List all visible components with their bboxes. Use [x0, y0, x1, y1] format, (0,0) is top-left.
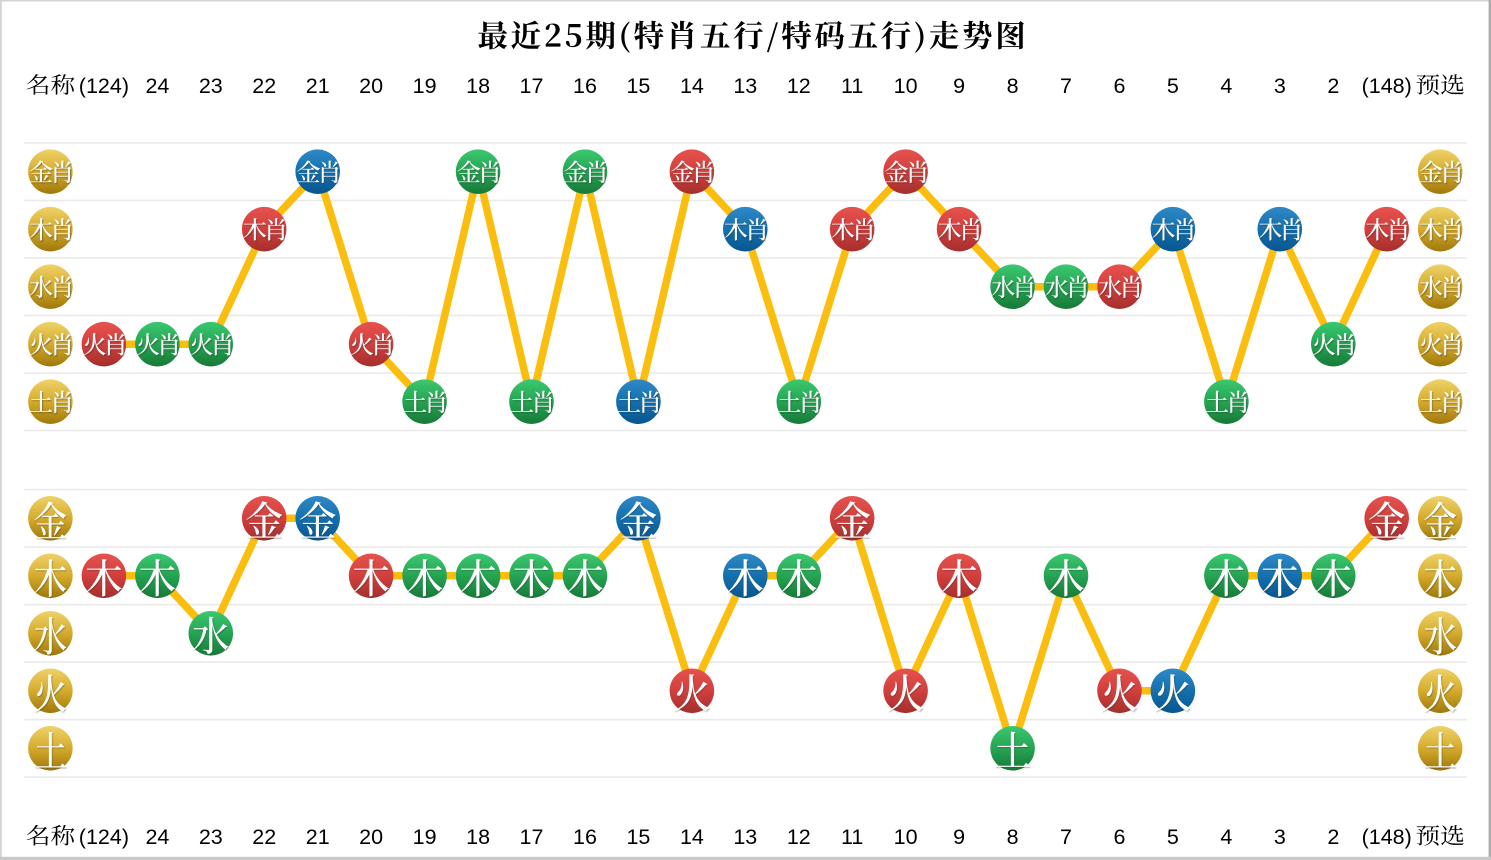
svg-text:21: 21	[306, 825, 330, 849]
svg-text:3: 3	[1274, 825, 1286, 849]
svg-text:13: 13	[733, 74, 757, 98]
svg-text:11: 11	[841, 825, 863, 849]
svg-text:9: 9	[953, 825, 965, 849]
svg-text:21: 21	[306, 74, 330, 98]
svg-text:19: 19	[413, 74, 437, 98]
svg-text:(124): (124)	[79, 825, 129, 849]
svg-text:8: 8	[1007, 74, 1019, 98]
svg-text:15: 15	[626, 74, 650, 98]
svg-text:5: 5	[1167, 74, 1179, 98]
svg-text:18: 18	[466, 74, 490, 98]
svg-text:14: 14	[680, 825, 704, 849]
svg-text:2: 2	[1327, 74, 1339, 98]
svg-text:(148): (148)	[1362, 825, 1412, 849]
svg-text:19: 19	[413, 825, 437, 849]
svg-text:3: 3	[1274, 74, 1286, 98]
svg-text:22: 22	[252, 825, 276, 849]
svg-text:7: 7	[1060, 825, 1072, 849]
svg-text:4: 4	[1220, 74, 1232, 98]
svg-text:7: 7	[1060, 74, 1072, 98]
svg-text:22: 22	[252, 74, 276, 98]
svg-text:11: 11	[841, 74, 863, 98]
svg-text:17: 17	[520, 825, 544, 849]
svg-text:20: 20	[359, 74, 383, 98]
svg-text:13: 13	[733, 825, 757, 849]
svg-text:23: 23	[199, 825, 223, 849]
svg-text:(148): (148)	[1362, 74, 1412, 98]
svg-text:16: 16	[573, 74, 597, 98]
svg-text:6: 6	[1114, 74, 1126, 98]
svg-text:24: 24	[145, 74, 169, 98]
svg-text:(124): (124)	[79, 74, 129, 98]
svg-text:23: 23	[199, 74, 223, 98]
svg-text:8: 8	[1007, 825, 1019, 849]
svg-text:20: 20	[359, 825, 383, 849]
svg-text:10: 10	[894, 74, 918, 98]
svg-text:9: 9	[953, 74, 965, 98]
svg-text:6: 6	[1114, 825, 1126, 849]
svg-text:24: 24	[145, 825, 169, 849]
svg-text:15: 15	[626, 825, 650, 849]
svg-text:12: 12	[787, 74, 811, 98]
svg-text:10: 10	[894, 825, 918, 849]
svg-text:17: 17	[520, 74, 544, 98]
svg-text:5: 5	[1167, 825, 1179, 849]
svg-text:18: 18	[466, 825, 490, 849]
svg-text:4: 4	[1220, 825, 1232, 849]
svg-text:2: 2	[1327, 825, 1339, 849]
svg-text:16: 16	[573, 825, 597, 849]
svg-text:14: 14	[680, 74, 704, 98]
svg-text:12: 12	[787, 825, 811, 849]
